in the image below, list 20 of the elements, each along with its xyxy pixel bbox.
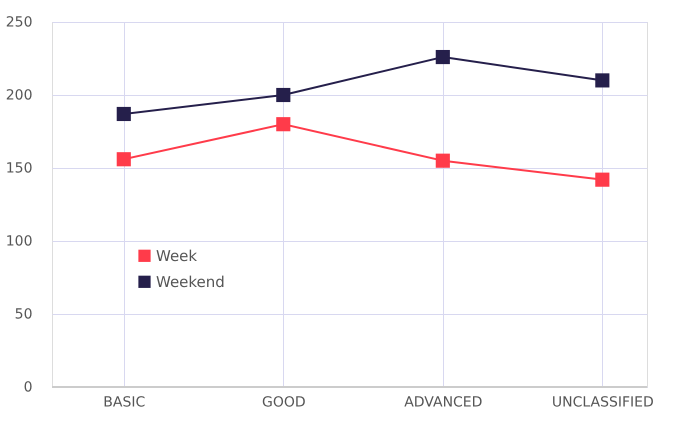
y-tick-label: 100 [6, 234, 32, 250]
y-tick-label: 150 [6, 160, 32, 176]
x-tick-label: UNCLASSIFIED [552, 394, 654, 410]
y-tick-label: 50 [14, 306, 32, 322]
legend-label: Week [156, 246, 198, 265]
point [276, 88, 290, 102]
point [436, 154, 450, 168]
y-tick-label: 250 [6, 14, 32, 30]
point [595, 172, 610, 187]
y-tick-label: 0 [24, 380, 32, 396]
x-tick-label: ADVANCED [404, 394, 482, 410]
x-tick-label: BASIC [103, 394, 146, 410]
point [116, 152, 131, 166]
point [276, 117, 290, 132]
point [116, 106, 131, 122]
point [436, 50, 450, 64]
y-tick-label: 200 [6, 88, 32, 104]
legend-label: Weekend [156, 272, 225, 291]
point [595, 73, 610, 88]
x-tick-label: GOOD [262, 394, 306, 410]
